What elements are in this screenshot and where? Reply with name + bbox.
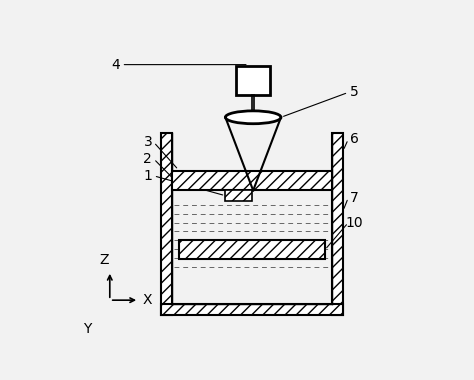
Bar bbox=[236, 66, 270, 95]
Bar bbox=[172, 171, 332, 190]
Text: 7: 7 bbox=[350, 191, 358, 205]
Text: 3: 3 bbox=[144, 135, 152, 149]
Text: 10: 10 bbox=[345, 215, 363, 230]
Bar bbox=[225, 190, 252, 201]
Text: 5: 5 bbox=[350, 86, 358, 100]
Text: X: X bbox=[143, 293, 152, 307]
Text: Z: Z bbox=[100, 253, 109, 268]
Text: 2: 2 bbox=[144, 152, 152, 166]
Bar bbox=[161, 304, 343, 315]
Text: Y: Y bbox=[83, 321, 91, 336]
Text: 4: 4 bbox=[111, 58, 120, 71]
Bar bbox=[161, 133, 172, 315]
Bar bbox=[332, 133, 343, 315]
Bar bbox=[179, 240, 325, 259]
Ellipse shape bbox=[225, 111, 281, 124]
Text: 1: 1 bbox=[144, 169, 152, 183]
Text: 6: 6 bbox=[350, 132, 358, 146]
